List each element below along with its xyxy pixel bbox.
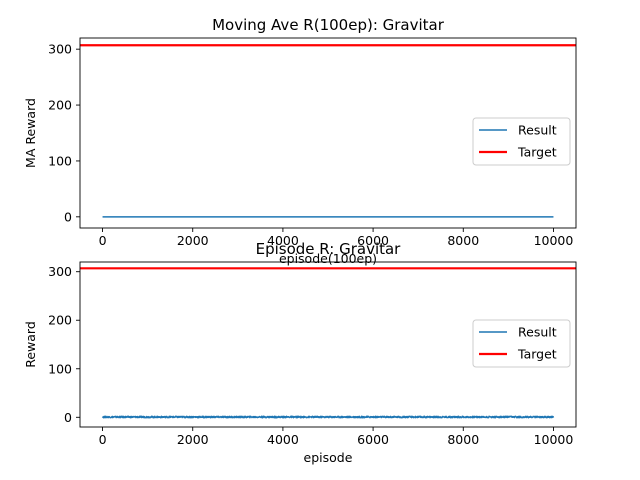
- legend-label-result: Result: [518, 123, 557, 138]
- x-tick-label: 2000: [177, 432, 209, 447]
- x-axis-label: episode: [304, 450, 353, 465]
- x-tick-label: 10000: [534, 233, 574, 248]
- y-axis-label: MA Reward: [23, 98, 38, 168]
- x-tick-label: 6000: [357, 233, 389, 248]
- y-tick-label: 100: [48, 361, 72, 376]
- y-tick-label: 200: [48, 98, 72, 113]
- y-tick-label: 0: [64, 209, 72, 224]
- x-tick-label: 4000: [267, 233, 299, 248]
- legend-label-target: Target: [517, 145, 557, 160]
- x-tick-label: 4000: [267, 432, 299, 447]
- series-line-result: [101, 415, 555, 419]
- y-axis-label: Reward: [23, 321, 38, 368]
- legend: Result Target: [472, 319, 571, 368]
- x-tick-label: 6000: [357, 432, 389, 447]
- legend-label-target: Target: [517, 347, 557, 362]
- y-tick-label: 300: [48, 264, 72, 279]
- x-tick-label: 2000: [177, 233, 209, 248]
- legend-label-result: Result: [518, 325, 557, 340]
- y-tick-label: 0: [64, 410, 72, 425]
- x-tick-label: 10000: [534, 432, 574, 447]
- x-tick-label: 0: [99, 233, 107, 248]
- y-tick-label: 100: [48, 153, 72, 168]
- y-tick-label: 300: [48, 42, 72, 57]
- y-tick-label: 200: [48, 313, 72, 328]
- chart-title: Episode R: Gravitar: [256, 240, 402, 258]
- plot-frame: [79, 261, 577, 428]
- legend: Result Target: [472, 117, 571, 166]
- plot-frame: [79, 37, 577, 229]
- chart-title: Moving Ave R(100ep): Gravitar: [212, 16, 445, 34]
- chart-moving-average: 0 2000 4000 6000 8000 100000100200300episode(…: [23, 16, 577, 266]
- chart-episode-reward: 0 2000 4000 6000 8000 10000 0 100 200 300 episode R…: [23, 240, 577, 465]
- x-tick-label: 0: [99, 432, 107, 447]
- x-tick-label: 8000: [447, 233, 479, 248]
- x-tick-label: 8000: [447, 432, 479, 447]
